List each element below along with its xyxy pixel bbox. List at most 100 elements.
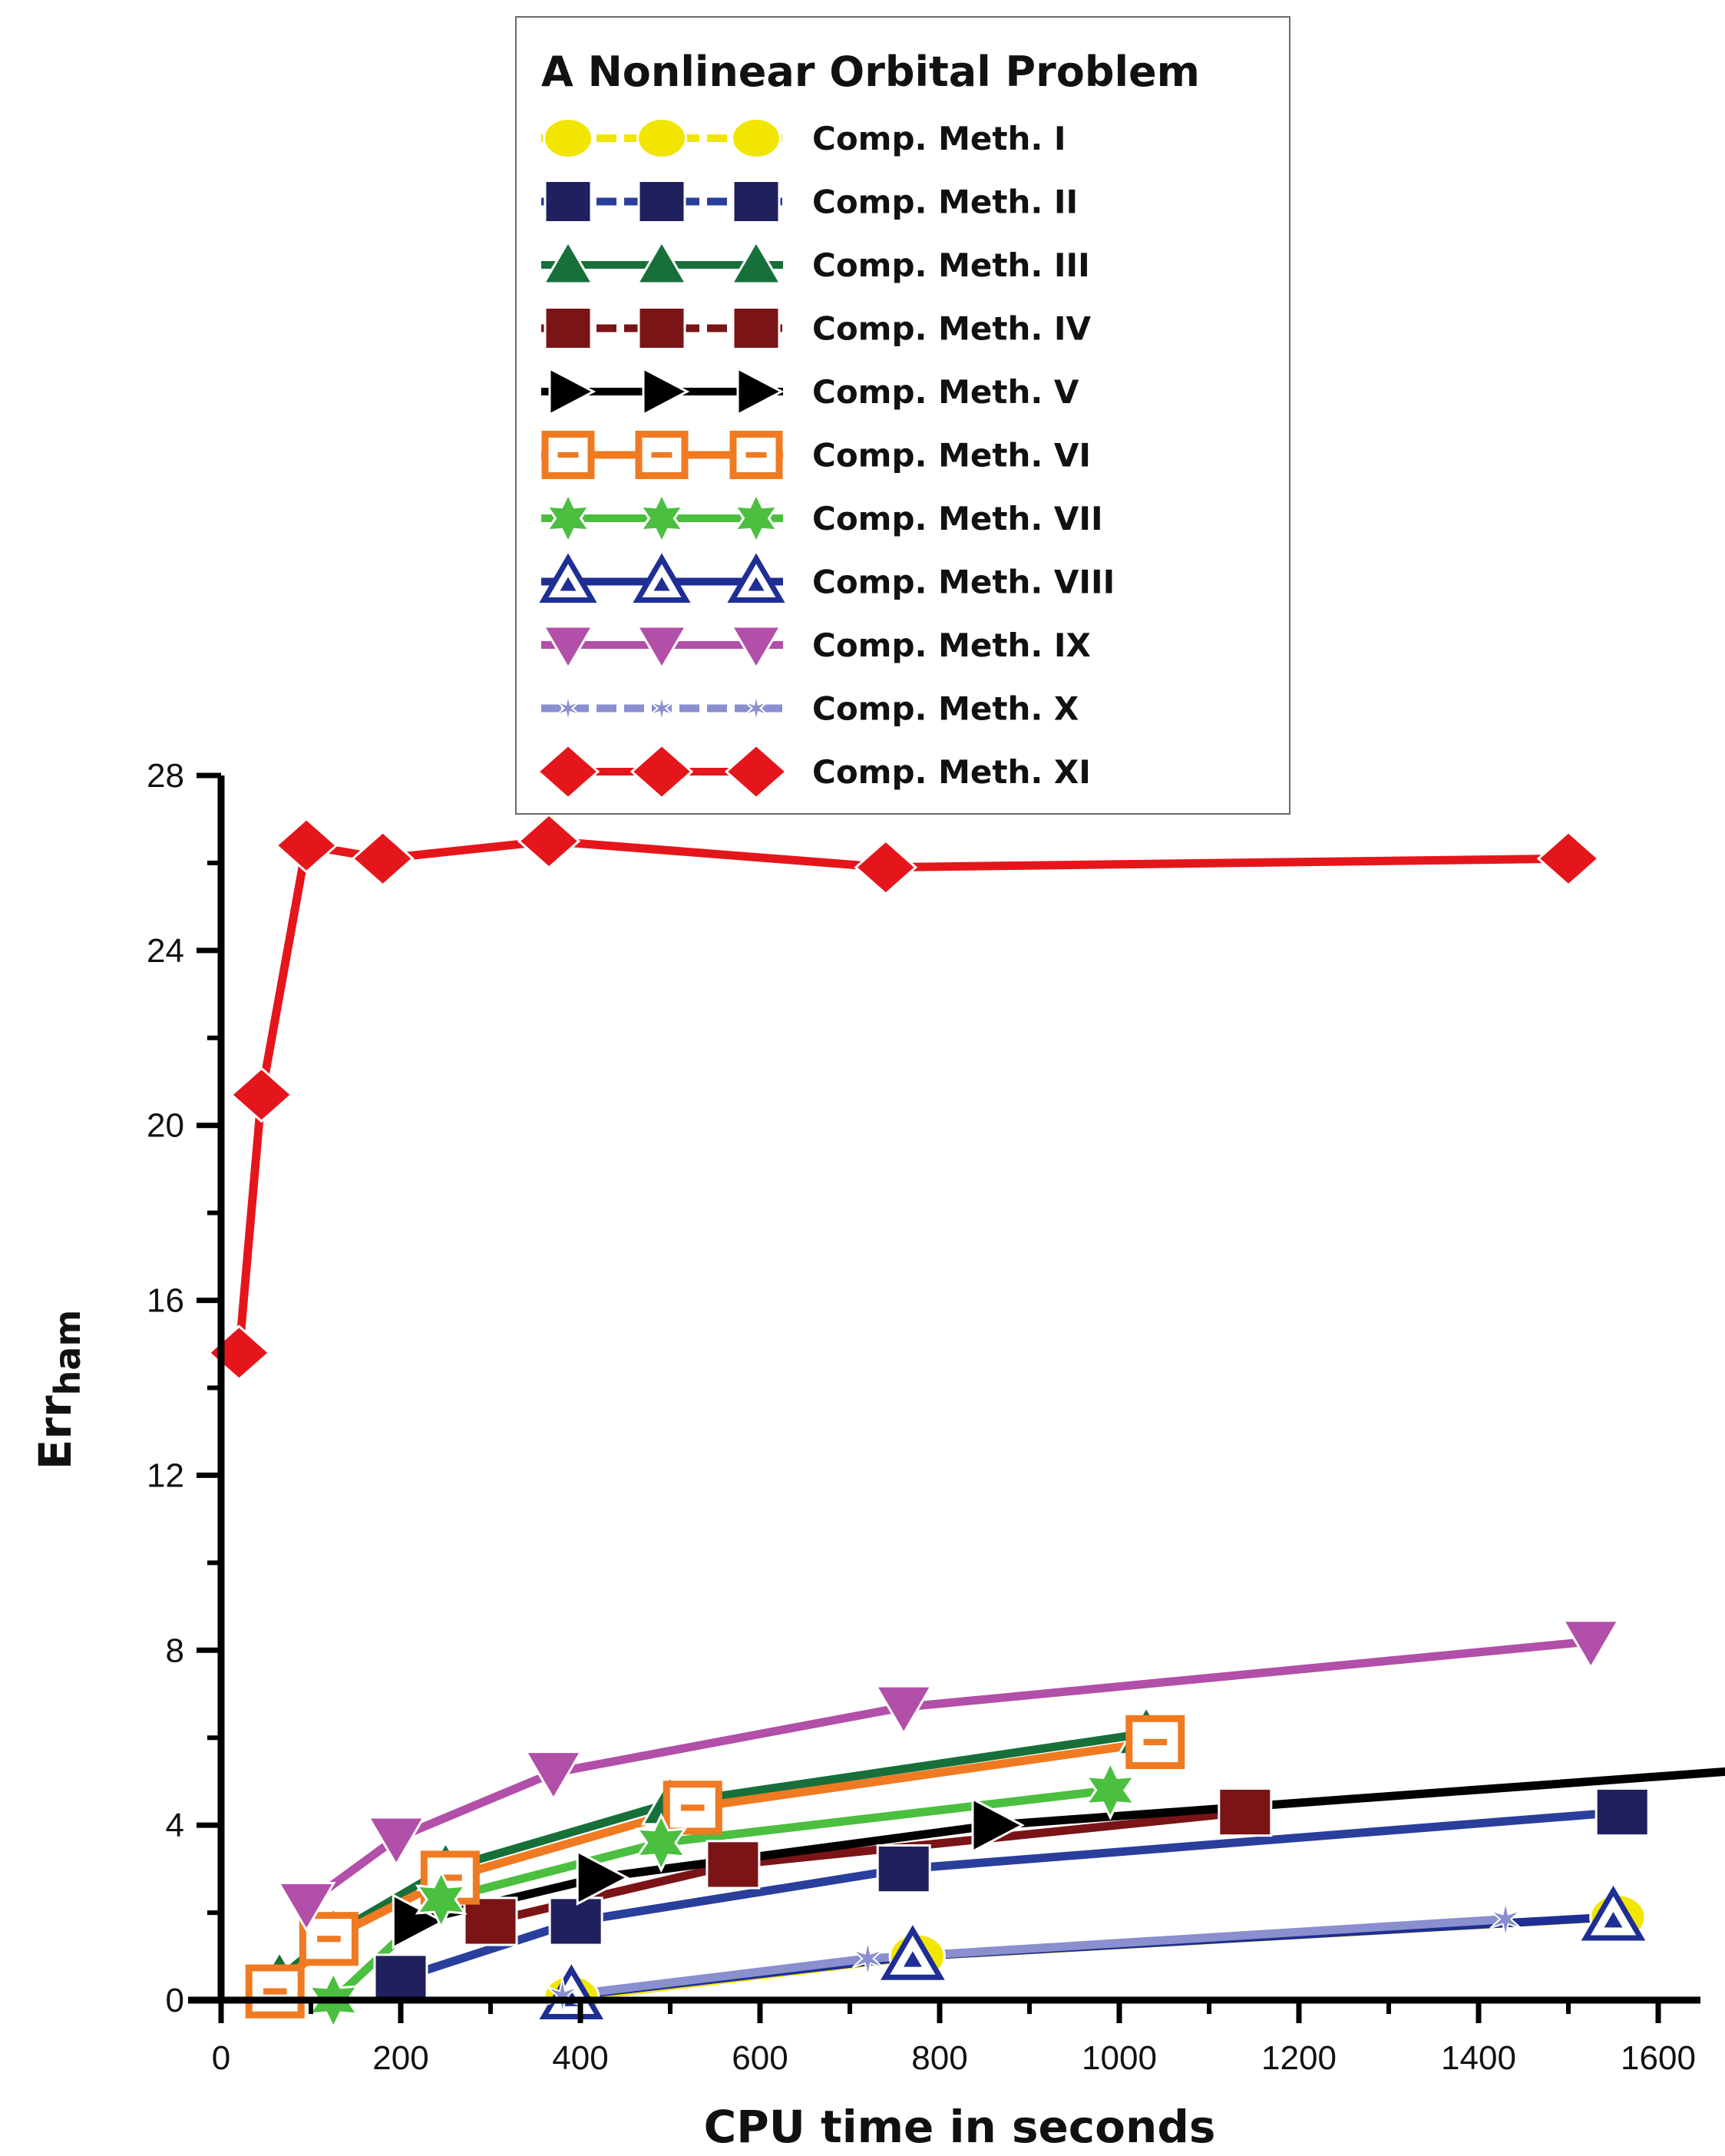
legend-marker [637, 306, 686, 350]
legend-marker [642, 366, 690, 417]
data-point-series-6 [299, 1912, 359, 1966]
legend-marker [544, 491, 592, 545]
legend-label: Comp. Meth. X [812, 690, 1079, 728]
data-point-series-7 [635, 1812, 688, 1873]
data-point-series-11 [351, 830, 415, 887]
data-point-series-5 [576, 1850, 630, 1906]
data-point-series-10 [547, 1978, 579, 2014]
legend-marker [727, 553, 785, 603]
axes: 0 200 400 600 800 1000 1200 1400 1600 0 4 8 12 16 20 2… [147, 757, 1700, 2077]
plot-markers [207, 812, 1650, 2031]
legend-marker [744, 695, 768, 722]
legend-item: Comp. Meth. XI [536, 743, 1091, 800]
legend-title: A Nonlinear Orbital Problem [541, 48, 1200, 96]
legend-marker [729, 431, 783, 479]
legend-item: Comp. Meth. VI [541, 431, 1091, 479]
data-point-series-2 [876, 1844, 931, 1894]
legend-marker [635, 240, 689, 285]
legend-item: Comp. Meth. II [541, 180, 1078, 223]
x-tick-label: 400 [552, 2039, 608, 2077]
x-tick-label: 0 [212, 2039, 230, 2077]
legend-marker [649, 695, 674, 722]
x-tick-label: 1000 [1082, 2039, 1157, 2077]
series-line-11 [234, 836, 1573, 1357]
legend-marker [543, 117, 593, 159]
legend-marker [732, 306, 781, 350]
data-point-series-9 [874, 1685, 934, 1736]
legend-marker [548, 366, 596, 417]
legend-marker [736, 366, 785, 417]
legend-marker [724, 743, 788, 800]
legend-label: Comp. Meth. VIII [812, 564, 1115, 601]
legend-marker [637, 180, 686, 223]
y-axis-title: Errham [29, 1310, 88, 1470]
x-tick-label: 1200 [1261, 2039, 1337, 2077]
data-point-series-11 [274, 817, 339, 874]
legend-label: Comp. Meth. I [812, 120, 1066, 157]
data-point-series-6 [663, 1781, 722, 1835]
data-point-series-5 [392, 1893, 446, 1949]
legend-label: Comp. Meth. VII [812, 500, 1103, 537]
data-point-series-11 [517, 812, 581, 869]
legend-marker [541, 240, 595, 285]
y-tick-label: 20 [147, 1107, 184, 1145]
data-point-series-5 [971, 1797, 1025, 1853]
legend-label: Comp. Meth. IV [812, 310, 1092, 348]
legend-marker [541, 625, 595, 670]
legend-item: Comp. Meth. IV [541, 306, 1092, 350]
legend-item: Comp. Meth. III [541, 240, 1090, 285]
legend-marker [536, 743, 600, 800]
data-point-series-2 [373, 1953, 428, 2003]
legend-label: Comp. Meth. V [812, 373, 1079, 411]
legend-item: Comp. Meth. I [541, 117, 1066, 159]
data-point-series-2 [548, 1896, 603, 1946]
data-point-series-8 [881, 1925, 945, 1980]
series-line-2 [396, 1807, 1627, 1983]
x-axis-title: CPU time in seconds [704, 2101, 1216, 2153]
legend-item: Comp. Meth. VII [541, 491, 1103, 545]
x-tick-label: 1400 [1441, 2039, 1516, 2077]
legend-marker [729, 240, 783, 285]
legend-marker [556, 695, 580, 722]
data-point-series-4 [463, 1896, 518, 1946]
legend-marker [731, 117, 782, 159]
legend-marker [732, 491, 780, 545]
legend-marker [633, 553, 691, 603]
legend-marker [541, 431, 595, 479]
legend-marker [635, 431, 689, 479]
data-point-series-10 [851, 1940, 884, 1976]
legend-marker [544, 306, 593, 350]
data-point-series-9 [524, 1751, 583, 1801]
legend-marker [729, 625, 783, 670]
legend-label: Comp. Meth. III [812, 246, 1090, 284]
legend-label: Comp. Meth. VI [812, 437, 1091, 475]
legend-marker [544, 180, 593, 223]
data-point-series-6 [245, 1964, 305, 2019]
legend-item: Comp. Meth. IX [541, 625, 1091, 670]
legend-items: Comp. Meth. I Comp. Meth. II Comp. Meth. I… [536, 117, 1115, 800]
legend-marker [636, 117, 687, 159]
legend-marker [732, 180, 781, 223]
legend-item: Comp. Meth. VIII [539, 553, 1115, 603]
x-tick-label: 600 [732, 2039, 788, 2077]
data-point-series-9 [1561, 1619, 1621, 1670]
data-point-series-11 [1536, 830, 1601, 887]
svg-text:Errham: Errham [29, 1310, 88, 1470]
data-point-series-7 [1084, 1760, 1137, 1820]
data-point-series-2 [1594, 1787, 1650, 1837]
data-point-series-9 [366, 1816, 426, 1867]
data-point-series-4 [706, 1840, 761, 1890]
x-tick-label: 1600 [1621, 2039, 1696, 2077]
y-axis-title-main: Err [29, 1395, 81, 1470]
y-tick-label: 12 [147, 1457, 184, 1494]
legend-item: Comp. Meth. V [541, 366, 1079, 417]
legend-label: Comp. Meth. XI [812, 753, 1091, 791]
legend-item: Comp. Meth. X [541, 690, 1079, 728]
data-point-series-11 [230, 1066, 293, 1123]
series-line-8 [567, 1913, 1618, 2000]
x-ticks: 0 200 400 600 800 1000 1200 1400 1600 [212, 2000, 1696, 2077]
data-point-series-9 [276, 1881, 336, 1933]
legend-label: Comp. Meth. II [812, 184, 1078, 221]
legend: A Nonlinear Orbital Problem Comp. Meth. … [515, 16, 1290, 815]
data-point-series-4 [1218, 1787, 1273, 1837]
